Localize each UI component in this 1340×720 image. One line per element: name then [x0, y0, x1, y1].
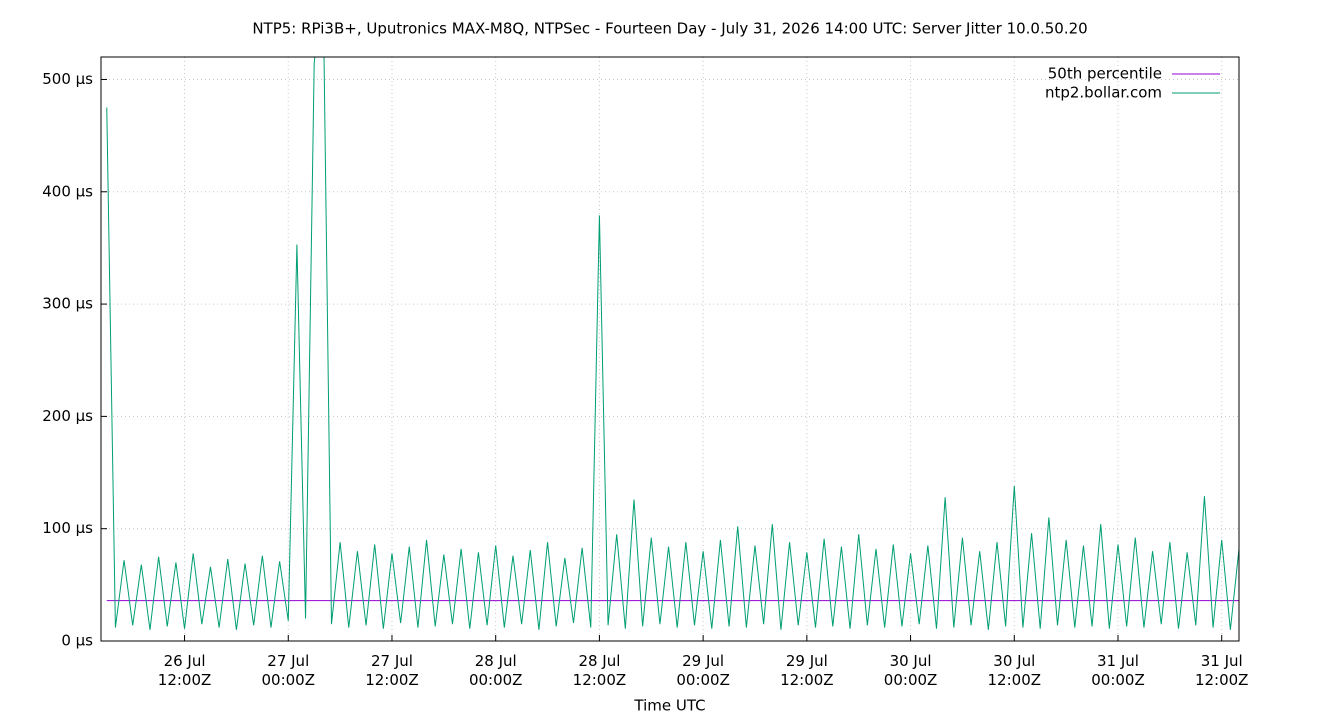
x-tick-label: 30 Jul 00:00Z: [884, 652, 938, 689]
y-tick-label: 0 µs: [61, 632, 93, 650]
y-tick-label: 500 µs: [42, 70, 93, 88]
y-tick-label: 300 µs: [42, 295, 93, 313]
x-axis-label: Time UTC: [633, 697, 705, 715]
x-tick-label: 27 Jul 00:00Z: [262, 652, 316, 689]
y-tick-label: 200 µs: [42, 407, 93, 425]
x-tick-label: 29 Jul 00:00Z: [676, 652, 730, 689]
legend-label: ntp2.bollar.com: [1045, 84, 1162, 102]
legend-label: 50th percentile: [1048, 65, 1162, 83]
y-tick-label: 100 µs: [42, 519, 93, 537]
series-line: [106, 57, 1239, 630]
y-tick-label: 400 µs: [42, 182, 93, 200]
x-tick-label: 30 Jul 12:00Z: [988, 652, 1042, 689]
x-tick-label: 31 Jul 00:00Z: [1091, 652, 1145, 689]
x-tick-label: 29 Jul 12:00Z: [780, 652, 834, 689]
x-tick-label: 31 Jul 12:00Z: [1195, 652, 1249, 689]
x-tick-label: 28 Jul 00:00Z: [469, 652, 523, 689]
x-tick-label: 28 Jul 12:00Z: [573, 652, 627, 689]
x-tick-label: 26 Jul 12:00Z: [158, 652, 212, 689]
chart-title: NTP5: RPi3B+, Uputronics MAX-M8Q, NTPSec…: [252, 20, 1087, 38]
plot-frame: [100, 56, 1240, 642]
x-tick-label: 27 Jul 12:00Z: [365, 652, 419, 689]
